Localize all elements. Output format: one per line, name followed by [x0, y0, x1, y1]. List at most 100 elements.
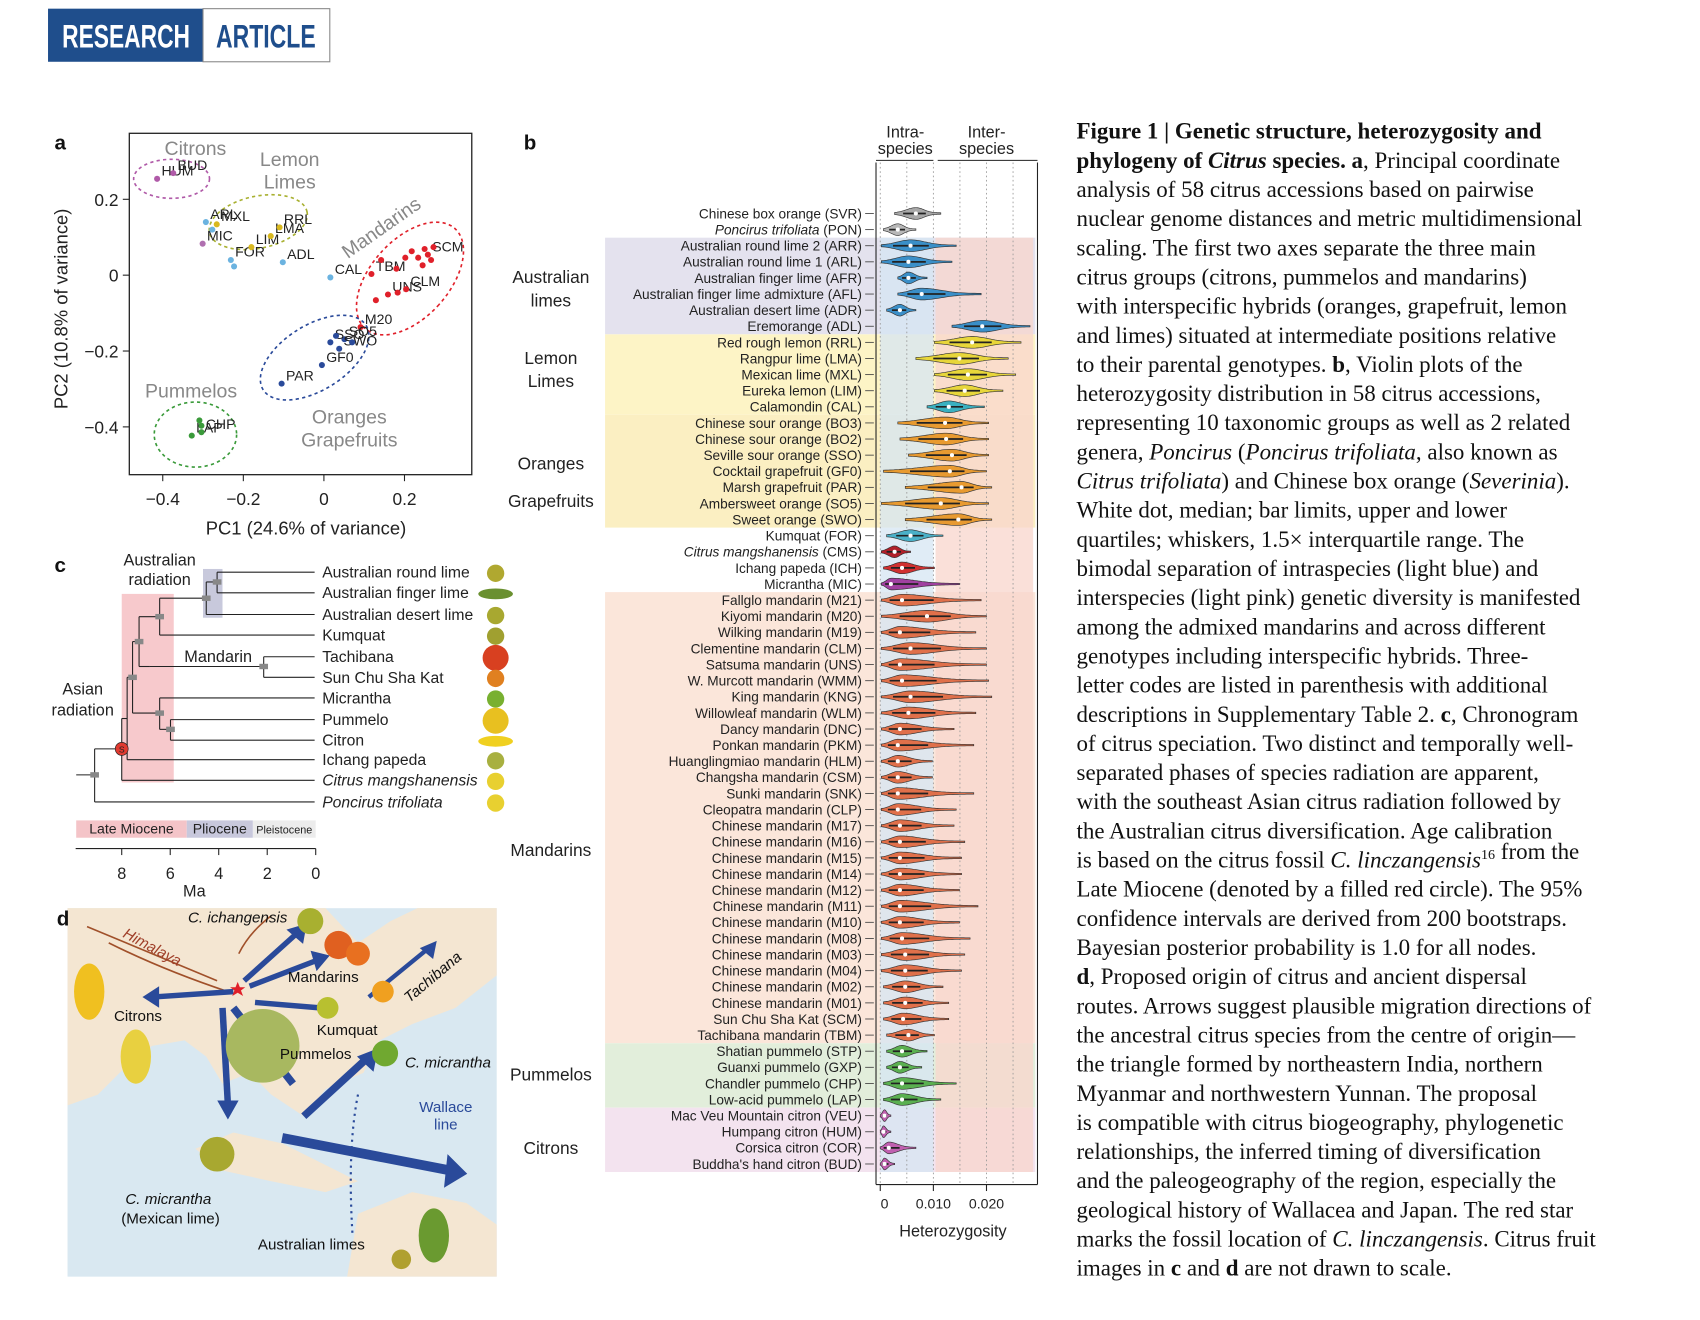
- caption-line: confidence intervals are derived from 20…: [1077, 906, 1567, 931]
- node-interval: [155, 710, 164, 716]
- point: [267, 233, 274, 240]
- row-label: Australian finger lime admixture (AFL): [633, 287, 862, 302]
- median-dot: [947, 469, 952, 474]
- fruit-image: [482, 707, 509, 734]
- point: [378, 256, 385, 264]
- point-label: ADL: [287, 246, 315, 262]
- caption-line: scaling. The first two axes separate the…: [1077, 235, 1537, 260]
- caption-line: of citrus speciation. Two distinct and t…: [1077, 731, 1574, 756]
- median-dot: [895, 807, 900, 812]
- point: [408, 248, 415, 255]
- median-dot: [897, 920, 902, 925]
- row-label: Corsica citron (COR): [735, 1141, 862, 1156]
- group-label: Pummelos: [145, 381, 237, 403]
- caption-text: and the paleogeography of the region, es…: [1077, 1168, 1557, 1193]
- caption-line: among the admixed mandarins and across d…: [1077, 614, 1547, 639]
- caption-text: citrus groups (citrons, pummelos and man…: [1077, 264, 1527, 289]
- row-label: Chinese mandarin (M01): [712, 996, 862, 1011]
- caption-text: b: [1332, 352, 1345, 377]
- x-tick-label: −0.2: [226, 489, 260, 509]
- caption-text: images in: [1077, 1256, 1171, 1281]
- median-dot: [895, 759, 900, 764]
- median-dot: [919, 291, 924, 297]
- point: [332, 332, 340, 339]
- caption-text: Poncirus: [1148, 439, 1232, 464]
- panel-letter: c: [55, 554, 66, 577]
- row-label: Chinese mandarin (M03): [712, 947, 862, 962]
- row-label: Humpang citron (HUM): [722, 1125, 862, 1140]
- caption-line: images in c and d are not drawn to scale…: [1077, 1256, 1452, 1281]
- caption-line: bimodal separation of intraspecies (ligh…: [1077, 556, 1539, 581]
- point: [248, 244, 255, 251]
- group-label: Oranges: [518, 453, 585, 473]
- leaf-label: Pummelo: [322, 712, 389, 729]
- caption-text: ).: [1556, 469, 1569, 494]
- point-label: CAL: [335, 261, 363, 277]
- caption-text: the Australian citrus diversification. A…: [1077, 818, 1553, 843]
- caption-line: the triangle formed by northeastern Indi…: [1077, 1052, 1544, 1077]
- group-label: limes: [531, 291, 572, 311]
- x-tick-label: 4: [214, 865, 223, 883]
- median-dot: [897, 630, 902, 635]
- point: [428, 256, 435, 264]
- median-dot: [906, 259, 911, 264]
- median-dot: [924, 614, 930, 619]
- median-dot: [938, 501, 943, 506]
- fruit-image: [486, 690, 505, 708]
- point-label: HUM: [161, 163, 193, 179]
- row-label: Ponkan mandarin (PKM): [713, 738, 862, 753]
- caption-text: d: [1077, 964, 1090, 989]
- header-box-outline: [202, 8, 331, 63]
- row-label: Mac Veu Mountain citron (VEU): [671, 1109, 862, 1124]
- row-label: Citrus mangshanensis (CMS): [684, 545, 862, 560]
- leaf-label: Citron: [322, 733, 364, 750]
- plot-frame: [128, 132, 473, 476]
- x-tick-label: −0.4: [146, 489, 181, 509]
- map-label: C. micrantha: [125, 1191, 211, 1208]
- row-label: Chinese mandarin (M08): [712, 931, 862, 946]
- point-label: CHP: [206, 416, 236, 432]
- median-dot: [962, 388, 967, 393]
- row-label: Mexican lime (MXL): [741, 367, 862, 382]
- caption-text: descriptions in Supplementary Table 2.: [1077, 702, 1441, 727]
- row-label: Chinese mandarin (M02): [712, 980, 862, 995]
- point: [196, 417, 203, 424]
- caption-line: interspecies (light pink) genetic divers…: [1077, 585, 1581, 610]
- caption-text: nuclear genome distances and metric mult…: [1077, 206, 1583, 231]
- group-label: Grapefruits: [301, 430, 398, 452]
- median-dot: [881, 1129, 886, 1134]
- caption-line: and the paleogeography of the region, es…: [1077, 1168, 1557, 1193]
- group-label: Lemon: [524, 348, 577, 368]
- median-dot: [906, 1033, 911, 1038]
- row-label: Ichang papeda (ICH): [735, 561, 862, 576]
- fruit-image: [486, 752, 505, 770]
- group-label: Mandarins: [510, 840, 591, 860]
- point: [336, 345, 343, 352]
- point: [384, 291, 392, 298]
- row-label: Eureka lemon (LIM): [742, 384, 862, 399]
- median-dot: [908, 646, 913, 651]
- caption-text: with the southeast Asian citrus radiatio…: [1077, 789, 1562, 814]
- caption-text: and limes) situated at intermediate posi…: [1077, 323, 1557, 348]
- caption-line: quartiles; whiskers, 1.5× interquartile …: [1077, 527, 1525, 552]
- caption-line: White dot, median; bar limits, upper and…: [1077, 498, 1508, 523]
- point-label: SCM: [432, 238, 463, 254]
- leaf-label: Poncirus trifoliata: [322, 794, 443, 811]
- caption-text: marks the fossil location of: [1077, 1227, 1333, 1252]
- caption-line: phylogeny of Citrus species. a, Principa…: [1077, 148, 1561, 173]
- caption-line: with interspecific hybrids (oranges, gra…: [1077, 294, 1568, 319]
- median-dot: [944, 436, 949, 442]
- point: [424, 251, 431, 258]
- leaf-label: Ichang papeda: [322, 752, 426, 769]
- caption-text: Figure 1 | Genetic structure, heterozygo…: [1077, 119, 1542, 144]
- median-dot: [892, 549, 897, 554]
- point: [415, 254, 422, 261]
- caption-text: quartiles; whiskers, 1.5× interquartile …: [1077, 527, 1525, 552]
- caption-line: d, Proposed origin of citrus and ancient…: [1077, 964, 1527, 989]
- x-tick-label: 0: [311, 865, 320, 883]
- x-axis-label: Ma: [183, 882, 207, 900]
- point-label: LMA: [275, 220, 305, 236]
- row-label: Dancy mandarin (DNC): [720, 722, 862, 737]
- median-dot: [906, 710, 911, 715]
